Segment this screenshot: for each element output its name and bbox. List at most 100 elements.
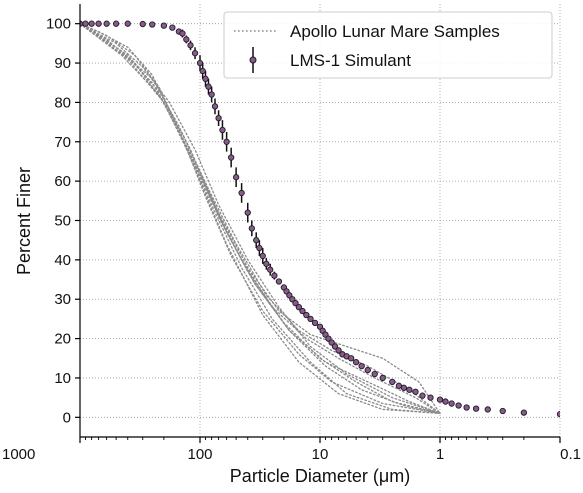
- simulant-point: [271, 272, 278, 279]
- simulant-point: [427, 394, 434, 401]
- apollo-curve: [80, 23, 441, 415]
- apollo-curve: [80, 23, 441, 415]
- y-tick-label: 90: [54, 55, 71, 72]
- simulant-point: [124, 20, 131, 27]
- simulant-point: [187, 42, 194, 49]
- apollo-curve: [80, 23, 441, 415]
- simulant-point: [412, 388, 419, 395]
- simulant-point: [442, 398, 449, 405]
- simulant-point: [179, 30, 186, 37]
- simulant-point: [331, 343, 339, 350]
- simulant-point: [253, 237, 260, 244]
- simulant-point: [95, 20, 102, 27]
- apollo-curve: [80, 23, 441, 415]
- simulant-point: [389, 378, 396, 386]
- simulant-point: [232, 174, 240, 181]
- simulant-point: [400, 384, 408, 391]
- simulant-point: [472, 405, 480, 412]
- y-tick-label: 50: [54, 213, 71, 230]
- simulant-point: [419, 392, 426, 399]
- simulant-point: [364, 366, 371, 374]
- simulant-point: [219, 126, 226, 134]
- y-tick-label: 30: [54, 291, 71, 308]
- legend-frame: [223, 11, 553, 79]
- simulant-point: [223, 138, 230, 145]
- simulant-point: [499, 407, 506, 415]
- simulant-point: [149, 21, 156, 28]
- simulant-point: [238, 189, 245, 197]
- apollo-curve: [80, 23, 441, 415]
- simulant-point: [371, 370, 378, 378]
- simulant-point: [112, 20, 120, 27]
- simulant-point: [196, 59, 204, 67]
- simulant-point: [379, 374, 386, 382]
- simulant-point: [455, 402, 462, 409]
- simulant-point: [295, 303, 303, 311]
- x-tick-label: 1: [436, 446, 444, 463]
- simulant-point: [259, 252, 266, 260]
- x-tick-label: 0.1: [560, 446, 581, 463]
- simulant-point: [299, 307, 306, 315]
- simulant-point: [215, 115, 222, 122]
- axes: 0 10 20 30 40 50 60 70 80 90 100 1000 100 10 1 0.1: [2, 4, 581, 463]
- simulant-point: [211, 103, 219, 110]
- simulant-point: [463, 404, 470, 411]
- x-tick-label: 10: [312, 446, 329, 463]
- simulant-point: [160, 22, 168, 29]
- legend: Apollo Lunar Mare Samples LMS-1 Simulant: [223, 11, 553, 79]
- simulant-point: [82, 20, 89, 27]
- legend-simulant-label: LMS-1 Simulant: [290, 51, 411, 70]
- simulant-point: [292, 300, 299, 307]
- apollo-curve: [80, 23, 441, 415]
- y-tick-label: 10: [54, 370, 71, 387]
- simulant-point: [303, 311, 310, 319]
- apollo-curve: [80, 23, 441, 415]
- y-tick-label: 70: [54, 134, 71, 151]
- x-axis-title: Particle Diameter (μm): [230, 466, 410, 486]
- simulant-point: [335, 347, 342, 354]
- apollo-curve: [80, 23, 441, 415]
- y-tick-label: 80: [54, 94, 71, 111]
- y-tick-label: 100: [46, 16, 71, 33]
- simulant-point: [289, 296, 296, 303]
- simulant-point: [448, 400, 455, 407]
- simulant-point: [520, 409, 528, 416]
- simulant-point: [191, 50, 199, 57]
- simulant-point: [352, 359, 360, 366]
- simulant-point: [208, 91, 215, 98]
- simulant-point: [436, 396, 444, 403]
- simulant-point: [228, 154, 235, 161]
- legend-simulant-marker: [249, 56, 257, 64]
- legend-apollo-label: Apollo Lunar Mare Samples: [290, 22, 500, 41]
- simulant-point: [328, 339, 335, 346]
- simulant-point: [307, 315, 314, 323]
- simulant-point: [348, 355, 355, 362]
- simulant-point: [358, 362, 365, 370]
- simulant-point: [103, 20, 110, 27]
- simulant-point: [256, 244, 263, 252]
- simulant-point: [263, 260, 270, 267]
- simulant-point: [199, 67, 206, 75]
- simulant-point: [556, 411, 560, 418]
- y-tick-label: 20: [54, 331, 71, 348]
- y-tick-label: 40: [54, 252, 71, 269]
- simulant-point: [244, 209, 251, 216]
- x-tick-label: 100: [187, 446, 212, 463]
- y-tick-label: 60: [54, 173, 71, 190]
- y-axis-title: Percent Finer: [14, 167, 34, 275]
- simulant-point: [202, 75, 209, 82]
- apollo-curves: [80, 23, 441, 415]
- simulant-point: [248, 225, 255, 232]
- apollo-curve: [80, 23, 441, 415]
- simulant-points: [80, 20, 560, 418]
- simulant-point: [88, 20, 95, 27]
- simulant-point: [169, 24, 176, 31]
- simulant-point: [139, 20, 146, 28]
- apollo-curve: [80, 23, 441, 415]
- simulant-point: [205, 83, 212, 90]
- simulant-point: [325, 335, 332, 342]
- simulant-point: [311, 319, 319, 326]
- simulant-point: [267, 266, 274, 273]
